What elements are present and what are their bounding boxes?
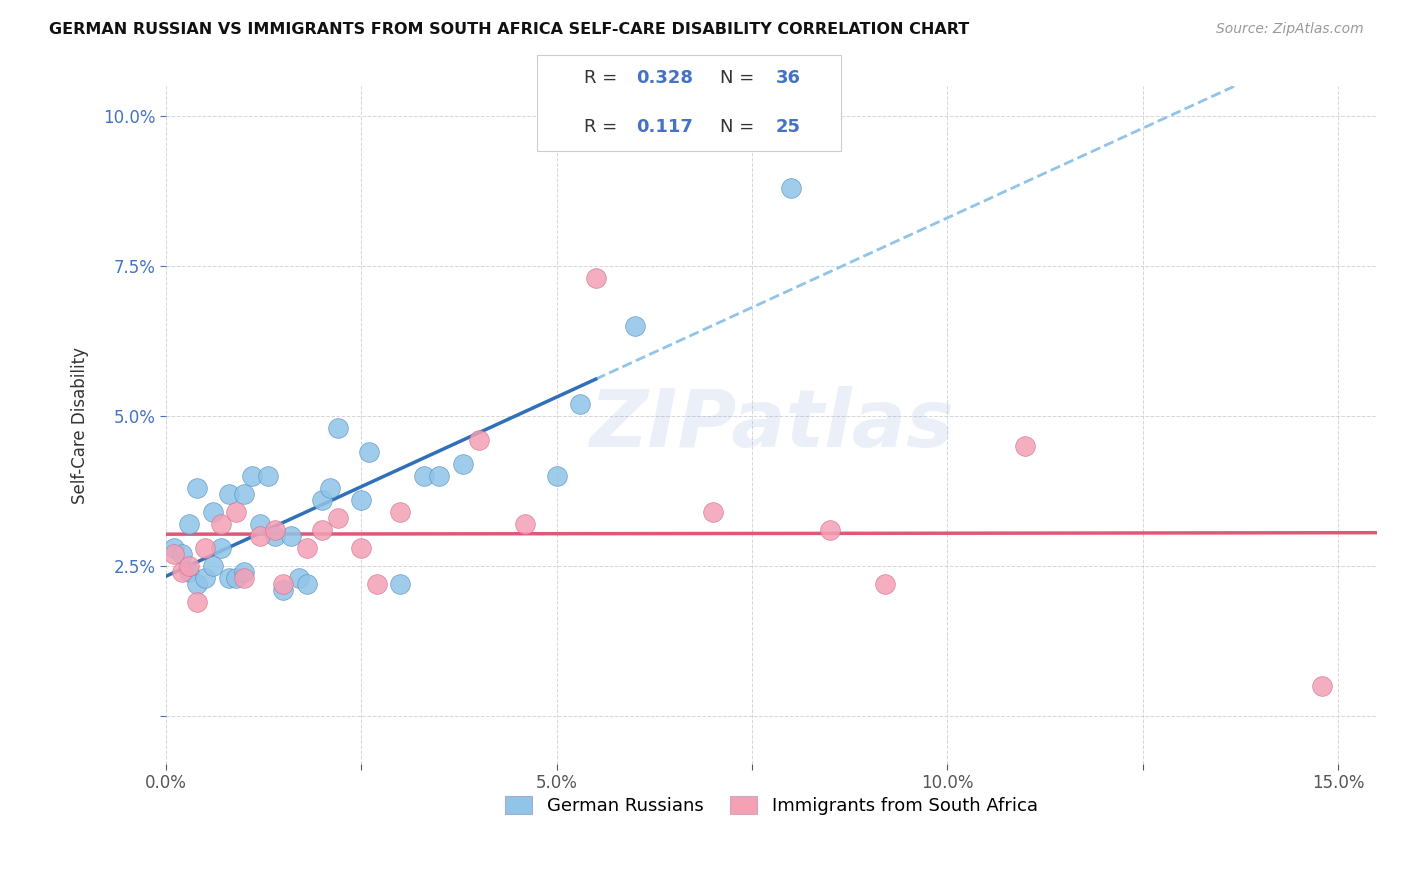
Point (201, 559, 224, 574)
Text: N =: N = (720, 69, 759, 87)
Point (569, 397, 592, 411)
Point (179, 565, 201, 579)
Point (295, 541, 318, 555)
Point (249, 529, 271, 543)
Point (873, 577, 896, 591)
Text: N =: N = (720, 118, 759, 136)
Text: GERMAN RUSSIAN VS IMMIGRANTS FROM SOUTH AFRICA SELF-CARE DISABILITY CORRELATION : GERMAN RUSSIAN VS IMMIGRANTS FROM SOUTH … (49, 22, 970, 37)
Text: ZIPatlas: ZIPatlas (589, 386, 955, 464)
Point (467, 433, 489, 447)
Text: R =: R = (583, 69, 623, 87)
Point (350, 493, 373, 508)
Point (623, 319, 645, 334)
Point (451, 457, 474, 471)
Point (240, 469, 263, 483)
Point (163, 547, 186, 561)
Point (288, 571, 311, 585)
Point (350, 541, 373, 555)
Point (271, 577, 294, 591)
Text: 25: 25 (776, 118, 800, 136)
Point (311, 493, 333, 508)
Point (818, 523, 841, 537)
Point (186, 577, 208, 591)
Point (264, 529, 287, 543)
Text: R =: R = (583, 118, 628, 136)
Text: 0.117: 0.117 (637, 118, 693, 136)
Point (218, 571, 240, 585)
Point (256, 469, 278, 483)
Point (233, 487, 256, 501)
Point (201, 505, 224, 519)
Text: Source: ZipAtlas.com: Source: ZipAtlas.com (1216, 22, 1364, 37)
Point (249, 516, 271, 531)
Point (179, 559, 201, 574)
Point (546, 469, 568, 483)
FancyBboxPatch shape (537, 54, 841, 151)
Point (515, 516, 537, 531)
Point (170, 547, 193, 561)
Point (702, 505, 724, 519)
Point (194, 571, 217, 585)
Point (389, 577, 412, 591)
Point (163, 541, 186, 555)
Point (326, 421, 349, 435)
Point (233, 571, 256, 585)
Point (209, 541, 232, 555)
Point (1014, 439, 1036, 453)
Bar (544, 61, 575, 95)
Point (389, 505, 412, 519)
Point (271, 582, 294, 597)
Point (585, 271, 607, 285)
Point (225, 505, 247, 519)
Point (366, 577, 388, 591)
Point (280, 529, 302, 543)
Point (780, 181, 803, 195)
Point (1310, 679, 1333, 693)
Point (429, 469, 451, 483)
Point (326, 511, 349, 525)
Point (295, 577, 318, 591)
Point (186, 595, 208, 609)
Point (412, 469, 434, 483)
Point (218, 487, 240, 501)
Point (311, 523, 333, 537)
Point (170, 565, 193, 579)
Y-axis label: Self-Care Disability: Self-Care Disability (72, 347, 89, 504)
Point (179, 516, 201, 531)
Point (233, 565, 256, 579)
Point (186, 481, 208, 495)
Legend: German Russians, Immigrants from South Africa: German Russians, Immigrants from South A… (498, 789, 1045, 822)
Point (225, 571, 247, 585)
Point (209, 516, 232, 531)
Point (264, 523, 287, 537)
Point (359, 445, 381, 459)
Text: 0.328: 0.328 (637, 69, 693, 87)
Bar (544, 110, 575, 145)
Point (319, 481, 342, 495)
Point (194, 541, 217, 555)
Text: 36: 36 (776, 69, 800, 87)
